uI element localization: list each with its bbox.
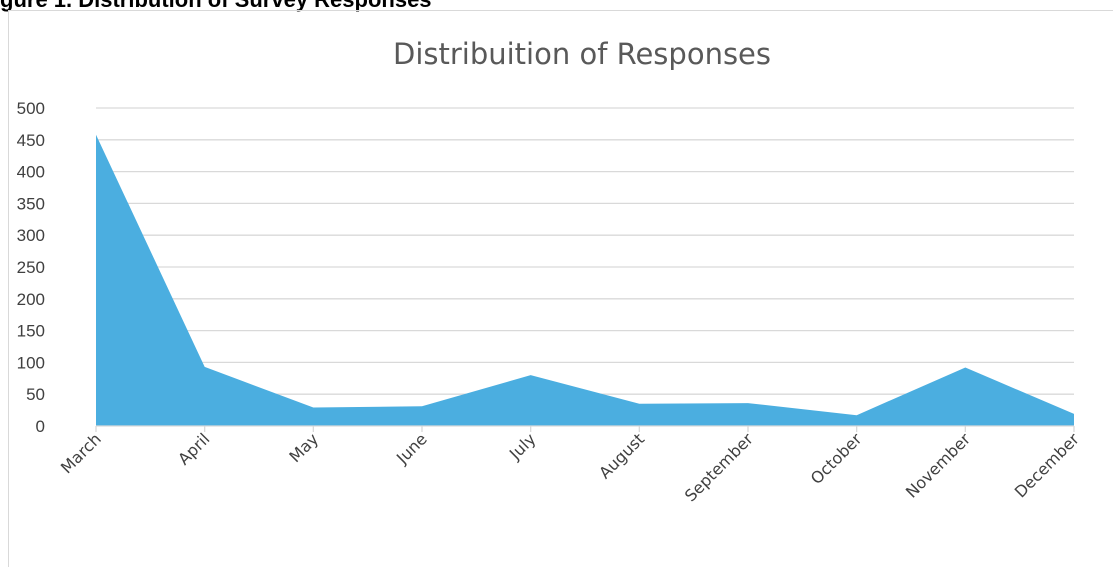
x-tick-label-september: September [681,429,757,505]
x-axis-labels: March April May June July August September Octo… [57,429,1083,505]
y-tick-label-250: 250 [17,258,45,277]
x-tick-label-july: July [505,429,539,463]
y-tick-label-500: 500 [17,99,45,118]
y-tick-label-50: 50 [26,385,45,404]
figure-heading: gure 1. Distribution of Survey Responses [0,0,432,13]
y-tick-label-200: 200 [17,290,45,309]
x-tick-label-december: December [1011,429,1083,501]
x-tick-label-june: June [392,429,431,468]
area-series [96,134,1074,426]
x-tick-label-april: April [174,429,213,468]
y-axis-labels: 0 50 100 150 200 250 300 350 400 450 500 [17,99,45,436]
y-tick-label-150: 150 [17,322,45,341]
area-fill [96,134,1074,426]
gridlines [96,107,1074,395]
x-tick-label-march: March [57,429,105,477]
y-tick-label-100: 100 [17,353,45,372]
y-tick-label-450: 450 [17,131,45,150]
y-tick-label-350: 350 [17,194,45,213]
x-tick-label-august: August [595,429,648,482]
x-tick-label-may: May [285,429,322,466]
x-axis [95,425,1075,432]
x-tick-label-october: October [807,429,866,488]
y-tick-label-300: 300 [17,226,45,245]
chart-title: Distribuition of Responses [393,37,771,71]
chart-frame [8,10,1113,567]
y-tick-label-400: 400 [17,163,45,182]
y-tick-label-0: 0 [36,417,45,436]
x-tick-label-november: November [902,429,975,502]
